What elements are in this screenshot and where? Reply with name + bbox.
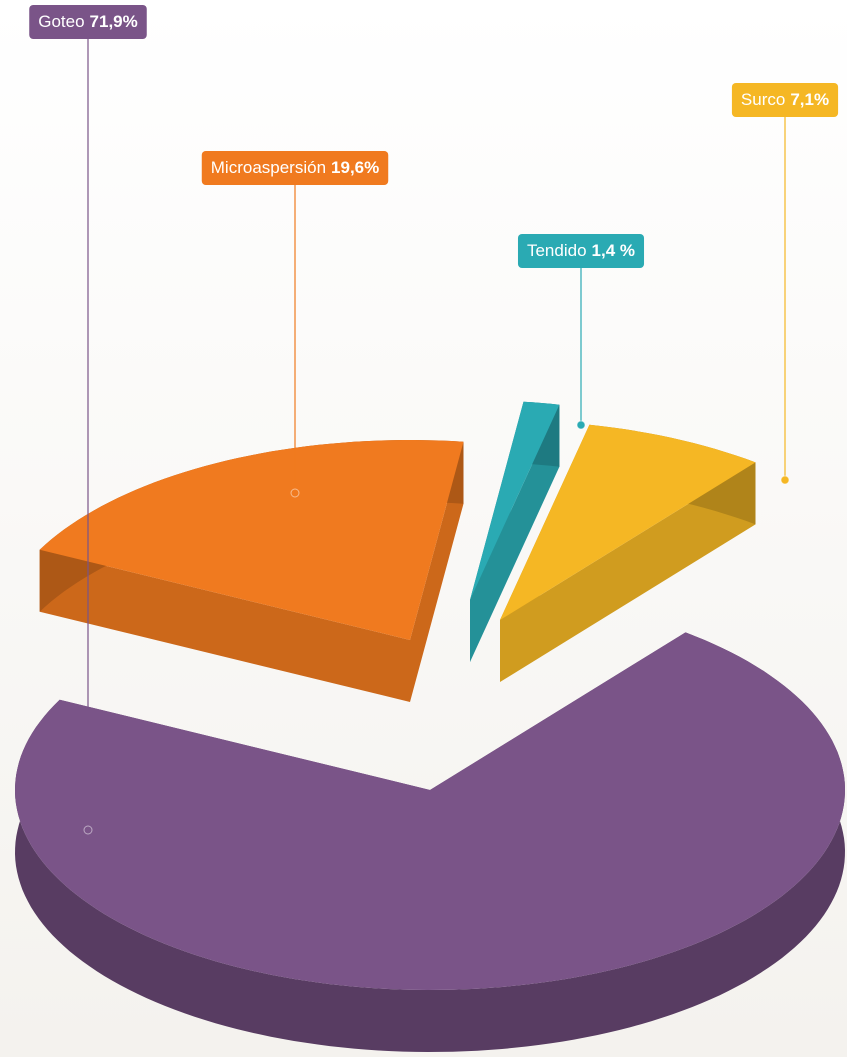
category-name: Surco bbox=[741, 90, 785, 109]
value-label: 71,9% bbox=[90, 12, 138, 31]
value-label: 19,6% bbox=[331, 158, 379, 177]
slice-label: Tendido 1,4 % bbox=[518, 234, 644, 268]
category-name: Microaspersión bbox=[211, 158, 326, 177]
label-text: Surco 7,1% bbox=[741, 90, 829, 109]
value-label: 1,4 % bbox=[592, 241, 635, 260]
leader-dot bbox=[781, 476, 789, 484]
label-text: Microaspersión 19,6% bbox=[211, 158, 379, 177]
category-name: Tendido bbox=[527, 241, 587, 260]
leader-dot bbox=[291, 489, 299, 497]
slice-label: Microaspersión 19,6% bbox=[202, 151, 388, 185]
label-text: Tendido 1,4 % bbox=[527, 241, 635, 260]
leader-dot bbox=[577, 421, 585, 429]
value-label: 7,1% bbox=[790, 90, 829, 109]
leader-dot bbox=[84, 826, 92, 834]
chart: Goteo 71,9% Microaspersión 19,6% Tendido 1,4 … bbox=[0, 0, 847, 1057]
slice-label: Surco 7,1% bbox=[732, 83, 838, 117]
category-name: Goteo bbox=[38, 12, 84, 31]
slice-label: Goteo 71,9% bbox=[29, 5, 147, 39]
